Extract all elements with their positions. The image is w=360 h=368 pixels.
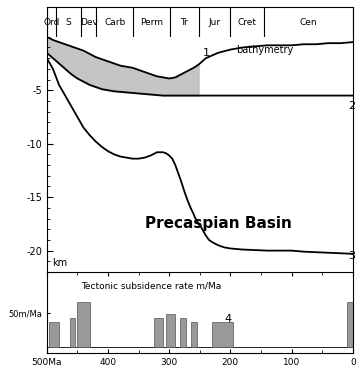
Bar bbox=[166, 314, 175, 347]
Text: Jur: Jur bbox=[208, 18, 220, 26]
Bar bbox=[154, 318, 163, 347]
Text: Perm: Perm bbox=[140, 18, 163, 26]
Text: Ord: Ord bbox=[43, 18, 59, 26]
Text: Dev: Dev bbox=[80, 18, 98, 26]
Text: km: km bbox=[52, 258, 67, 268]
Bar bbox=[347, 302, 353, 347]
Text: Carb: Carb bbox=[104, 18, 125, 26]
Text: 1: 1 bbox=[203, 48, 210, 58]
Text: 4: 4 bbox=[224, 314, 231, 324]
Text: Cret: Cret bbox=[238, 18, 256, 26]
Bar bbox=[70, 318, 75, 347]
Bar bbox=[77, 302, 90, 347]
Text: 2: 2 bbox=[348, 101, 355, 111]
Text: S: S bbox=[66, 18, 71, 26]
Bar bbox=[49, 322, 59, 347]
Text: Cen: Cen bbox=[300, 18, 317, 26]
Text: Tectonic subsidence rate m/Ma: Tectonic subsidence rate m/Ma bbox=[81, 282, 221, 291]
Text: Precaspian Basin: Precaspian Basin bbox=[145, 216, 292, 231]
Bar bbox=[180, 318, 186, 347]
Bar bbox=[212, 322, 234, 347]
Text: bathymetry: bathymetry bbox=[237, 45, 294, 54]
Text: Tr: Tr bbox=[180, 18, 188, 26]
Bar bbox=[191, 322, 197, 347]
Text: 3: 3 bbox=[348, 251, 355, 261]
